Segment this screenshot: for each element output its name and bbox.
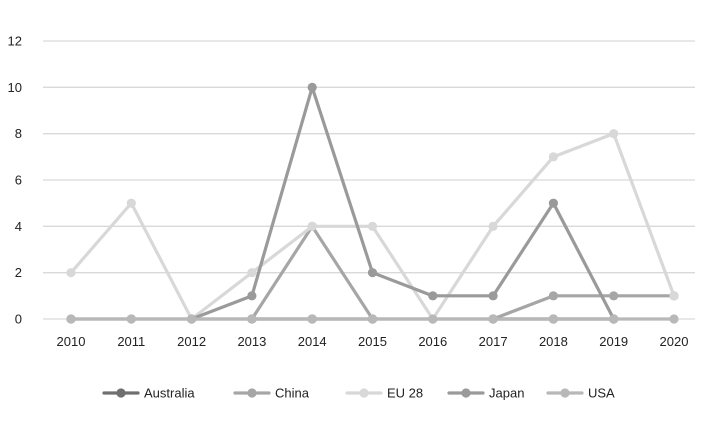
legend-label: EU 28 [387, 386, 423, 401]
legend-item-australia: Australia [102, 386, 195, 401]
data-point-usa [488, 314, 498, 324]
x-tick-label: 2018 [539, 334, 568, 349]
data-point-eu-28 [66, 268, 76, 278]
legend: Australia China EU 28 Japan USA [102, 386, 615, 401]
x-axis-ticks: 2010 2011 2012 2013 2014 2015 2016 2017 2018 2019… [57, 334, 689, 349]
data-point-usa [187, 314, 197, 324]
legend-item-china: China [233, 386, 310, 401]
data-point-eu-28 [367, 221, 378, 231]
grid-layer [43, 40, 695, 320]
y-tick-label: 12 [8, 34, 22, 49]
data-point-japan [367, 268, 378, 278]
data-point-eu-28 [126, 198, 136, 208]
data-point-japan [488, 291, 498, 301]
data-point-japan [428, 291, 438, 301]
legend-item-usa: USA [546, 386, 615, 401]
data-point-eu-28 [247, 268, 257, 278]
legend-label: Japan [489, 386, 524, 401]
series-usa [66, 314, 679, 324]
x-tick-label: 2020 [660, 334, 689, 349]
x-tick-label: 2014 [298, 334, 327, 349]
y-tick-label: 4 [15, 219, 22, 234]
data-point-eu-28 [548, 152, 559, 162]
legend-item-eu-28: EU 28 [345, 386, 423, 401]
legend-swatch-marker [359, 388, 369, 398]
data-point-usa [126, 314, 136, 324]
data-point-usa [428, 314, 438, 324]
x-tick-label: 2010 [57, 334, 86, 349]
data-point-japan [247, 291, 257, 301]
data-point-usa [307, 314, 317, 324]
data-point-china [548, 291, 559, 301]
series-japan [187, 82, 619, 324]
y-tick-label: 2 [15, 265, 22, 280]
legend-swatch-marker [560, 388, 570, 398]
series-layer [66, 82, 679, 324]
x-tick-label: 2016 [418, 334, 447, 349]
data-point-usa [367, 314, 378, 324]
data-point-usa [669, 314, 679, 324]
x-tick-label: 2012 [177, 334, 206, 349]
data-point-usa [609, 314, 619, 324]
legend-label: USA [588, 386, 615, 401]
legend-swatch-marker [461, 388, 471, 398]
data-point-eu-28 [488, 221, 498, 231]
y-axis-ticks: 0 2 4 6 8 10 12 [8, 34, 22, 327]
y-tick-label: 8 [15, 126, 22, 141]
legend-swatch-marker [247, 388, 257, 398]
x-tick-label: 2011 [117, 334, 145, 349]
legend-item-japan: Japan [447, 386, 524, 401]
y-tick-label: 10 [8, 80, 22, 95]
x-tick-label: 2017 [479, 334, 508, 349]
legend-swatch-marker [116, 388, 126, 398]
legend-label: Australia [144, 386, 195, 401]
x-tick-label: 2013 [237, 334, 266, 349]
x-tick-label: 2015 [358, 334, 387, 349]
series-line-japan [190, 85, 616, 321]
y-tick-label: 6 [15, 173, 22, 188]
data-point-eu-28 [307, 221, 317, 231]
data-point-usa [66, 314, 76, 324]
legend-label: China [275, 386, 310, 401]
data-point-china [609, 291, 619, 301]
data-point-japan [548, 198, 559, 208]
x-tick-label: 2019 [599, 334, 628, 349]
y-tick-label: 0 [15, 312, 22, 327]
data-point-eu-28 [669, 291, 679, 301]
data-point-eu-28 [609, 129, 619, 139]
data-point-usa [247, 314, 257, 324]
data-point-japan [307, 82, 317, 92]
data-point-usa [548, 314, 559, 324]
